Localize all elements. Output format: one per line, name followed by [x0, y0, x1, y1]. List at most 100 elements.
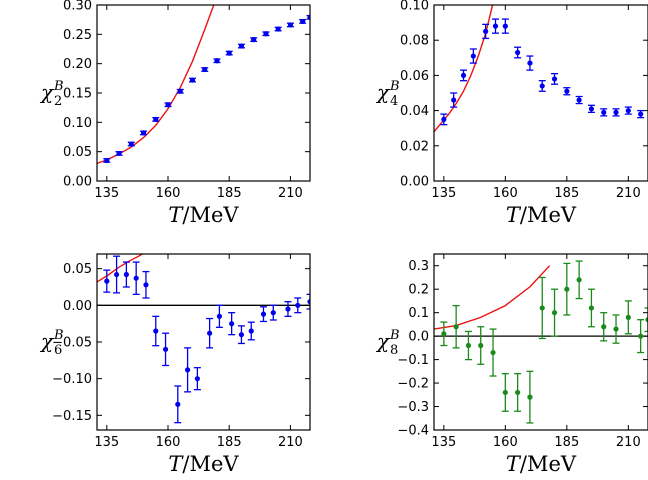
data-point	[213, 58, 221, 64]
data-point	[237, 43, 245, 49]
data-marker	[601, 109, 607, 115]
x-tick-label: 160	[156, 186, 181, 201]
data-point	[489, 328, 497, 377]
data-point	[306, 293, 310, 310]
y-tick-label: −0.4	[397, 424, 429, 439]
data-marker	[128, 141, 134, 147]
y-axis-label-subscript: 8	[390, 343, 398, 358]
data-marker	[564, 286, 570, 292]
data-marker	[194, 376, 200, 382]
data-marker	[613, 109, 619, 115]
data-point	[477, 326, 485, 365]
x-tick-label: 160	[156, 435, 181, 450]
data-point	[152, 315, 160, 347]
data-point	[115, 150, 123, 157]
data-marker	[216, 313, 223, 319]
x-axis-unit: /MeV	[182, 452, 239, 476]
y-tick-label: 0.04	[400, 104, 429, 119]
data-point	[284, 301, 292, 317]
y-tick-label: 0.25	[63, 28, 92, 43]
data-marker	[260, 311, 267, 317]
data-marker	[613, 326, 619, 332]
data-point	[575, 260, 583, 300]
data-point	[142, 270, 150, 299]
y-tick-label: 0.10	[63, 116, 92, 131]
data-point	[450, 92, 458, 108]
data-marker	[502, 389, 508, 396]
plot-frame	[433, 253, 648, 431]
x-tick-label: 210	[616, 186, 641, 201]
theory-curve	[97, 254, 144, 283]
data-point	[228, 312, 236, 336]
data-marker	[238, 43, 245, 49]
plot-frame	[433, 4, 648, 182]
x-axis-variable: T	[168, 203, 184, 227]
data-marker	[478, 342, 484, 349]
data-marker	[153, 116, 159, 122]
data-point	[127, 141, 135, 147]
y-tick-label: 0.00	[400, 175, 429, 190]
data-point	[215, 304, 223, 328]
x-axis-variable: T	[168, 452, 184, 476]
data-point	[460, 69, 468, 82]
data-point	[563, 262, 571, 316]
y-tick-label: 0.00	[63, 299, 92, 314]
y-tick-label: 0.05	[63, 262, 92, 277]
y-tick-label: −0.15	[52, 409, 92, 424]
y-tick-label: 0.1	[408, 306, 429, 321]
data-point	[259, 306, 267, 323]
data-marker	[441, 116, 447, 122]
x-tick-label: 185	[554, 435, 579, 450]
y-tick-label: 0.08	[400, 34, 429, 49]
data-marker	[460, 72, 467, 78]
data-point	[600, 108, 608, 117]
data-point	[575, 95, 583, 105]
data-point	[514, 46, 522, 59]
y-axis-label-subscript: 6	[54, 343, 62, 358]
data-point	[306, 14, 310, 20]
data-marker	[588, 106, 595, 112]
data-point	[237, 325, 245, 345]
y-tick-label: 0.2	[408, 283, 429, 298]
data-marker	[576, 277, 582, 283]
theory-curve	[434, 265, 551, 330]
data-marker	[116, 150, 122, 157]
data-point	[440, 113, 448, 126]
data-point	[644, 307, 648, 333]
data-point	[624, 300, 632, 335]
theory-curve	[434, 5, 494, 133]
data-marker	[638, 333, 644, 339]
y-axis-label-superscript: B	[389, 79, 400, 94]
plot-frame	[96, 4, 311, 182]
data-marker	[576, 97, 582, 103]
data-marker	[527, 394, 533, 400]
data-point	[103, 157, 111, 164]
data-marker	[275, 26, 281, 32]
data-marker	[625, 108, 631, 114]
data-point	[122, 261, 130, 288]
chart-panel-4: 135 160 185 210 −0.4 −0.3 −0.2 −0.1 0.0 0.1 0.2 0.3…	[375, 253, 648, 476]
y-tick-label: 0.0	[408, 330, 429, 345]
data-marker	[263, 31, 269, 37]
data-point	[247, 321, 255, 341]
data-marker	[451, 97, 457, 103]
data-marker	[133, 275, 139, 281]
data-point	[612, 314, 620, 344]
data-point	[140, 130, 148, 136]
data-marker	[295, 302, 301, 308]
data-point	[262, 31, 270, 37]
data-marker	[441, 331, 447, 337]
data-marker	[453, 324, 459, 330]
data-point	[184, 347, 192, 393]
y-tick-label: 0.30	[63, 0, 92, 14]
data-point	[637, 319, 645, 354]
x-axis-label: T/MeV	[168, 452, 239, 476]
x-tick-label: 135	[94, 186, 119, 201]
data-marker	[564, 88, 570, 94]
x-axis-label: T/MeV	[168, 203, 239, 227]
y-tick-label: 0.3	[408, 259, 429, 274]
data-marker	[189, 77, 196, 83]
x-tick-label: 210	[278, 186, 303, 201]
y-tick-label: 0.06	[400, 69, 429, 84]
